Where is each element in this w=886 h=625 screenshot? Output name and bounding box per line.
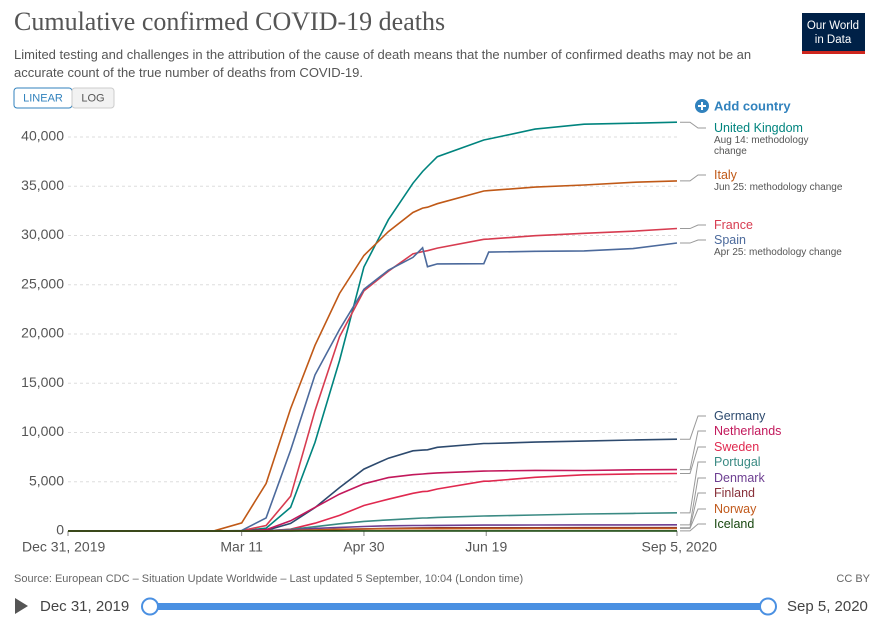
y-tick-label: 25,000 <box>21 275 64 291</box>
logo-text: Our World <box>807 20 859 32</box>
series-label: Norway <box>714 502 874 516</box>
label-connector <box>680 430 706 471</box>
y-tick-label: 35,000 <box>21 177 64 193</box>
y-tick-label: 20,000 <box>21 325 64 341</box>
series-line <box>68 438 678 532</box>
series-name: Germany <box>714 409 766 423</box>
x-tick-label: Mar 11 <box>220 539 263 555</box>
series-label: United Kingdom Aug 14: methodology change <box>714 121 826 157</box>
y-tick-label: 10,000 <box>21 423 64 439</box>
label-connector <box>680 477 706 526</box>
series-name: Denmark <box>714 471 765 485</box>
series-name: Finland <box>714 486 755 500</box>
series-line <box>68 242 678 532</box>
y-tick-label: 5,000 <box>29 472 64 488</box>
label-connector <box>680 121 706 129</box>
series-label: Sweden <box>714 440 874 454</box>
timeline-handle[interactable] <box>141 597 159 616</box>
logo-text: in Data <box>815 34 852 46</box>
series-label: France <box>714 218 874 232</box>
x-tick-label: Sep 5, 2020 <box>641 539 717 555</box>
chart-title: Cumulative confirmed COVID-19 deaths <box>14 7 445 36</box>
series-annotation: Apr 25: methodology change <box>714 247 842 258</box>
label-connector <box>680 224 706 230</box>
series-label: Netherlands <box>714 424 874 438</box>
label-connector <box>680 492 706 529</box>
series-label: Spain Apr 25: methodology change <box>714 233 874 258</box>
series-name: Spain <box>714 233 746 247</box>
source: Source: European CDC – Situation Update … <box>14 573 523 585</box>
series-line <box>68 121 678 532</box>
label-connector <box>680 239 706 244</box>
series-name: France <box>714 218 753 232</box>
series-label: Iceland <box>714 517 874 531</box>
label-connector <box>680 508 706 529</box>
series-name: Netherlands <box>714 424 782 438</box>
series-line <box>67 180 678 532</box>
series-label: Germany <box>714 409 874 423</box>
label-connector <box>680 446 706 475</box>
timeline-track[interactable] <box>150 603 768 610</box>
play-button[interactable] <box>15 598 28 614</box>
series-name: Italy <box>714 168 737 182</box>
series-label: Denmark <box>714 471 874 485</box>
label-connector <box>680 174 706 182</box>
series-name: Norway <box>714 502 757 516</box>
series-label: Italy Jun 25: methodology change <box>714 168 874 193</box>
series-line <box>68 468 678 532</box>
button-label[interactable]: LINEAR <box>23 92 63 104</box>
logo-box <box>802 13 865 54</box>
add-icon-plus[interactable] <box>698 102 706 110</box>
label-connector <box>680 461 706 514</box>
add-country[interactable]: Add country <box>714 98 791 113</box>
logo-bar <box>802 51 865 54</box>
x-tick-label: Dec 31, 2019 <box>22 539 105 555</box>
series-label: Portugal <box>714 455 874 469</box>
button-label[interactable]: LOG <box>81 92 104 104</box>
series-annotation: Jun 25: methodology change <box>714 182 843 193</box>
log-button[interactable] <box>71 87 115 109</box>
label-connector <box>680 523 706 532</box>
x-tick-label: Apr 30 <box>343 539 384 555</box>
series-name: Iceland <box>714 517 755 531</box>
y-tick-label: 30,000 <box>21 226 64 242</box>
label-connector <box>680 415 706 440</box>
timeline-end: Sep 5, 2020 <box>787 598 868 615</box>
series-name: Sweden <box>714 440 760 454</box>
series-label: Finland <box>714 486 874 500</box>
timeline-handle[interactable] <box>759 597 777 616</box>
y-tick-label: 0 <box>56 522 64 538</box>
license: CC BY <box>836 573 870 585</box>
series-name: Portugal <box>714 455 761 469</box>
y-tick-label: 40,000 <box>21 128 64 144</box>
series-annotation: Aug 14: methodology change <box>714 135 809 157</box>
series-line <box>68 227 678 532</box>
series-name: United Kingdom <box>714 121 803 135</box>
timeline-start: Dec 31, 2019 <box>40 598 129 615</box>
subtitle: Limited testing and challenges in the at… <box>14 47 752 80</box>
y-tick-label: 15,000 <box>21 374 64 390</box>
x-tick-label: Jun 19 <box>465 539 507 555</box>
